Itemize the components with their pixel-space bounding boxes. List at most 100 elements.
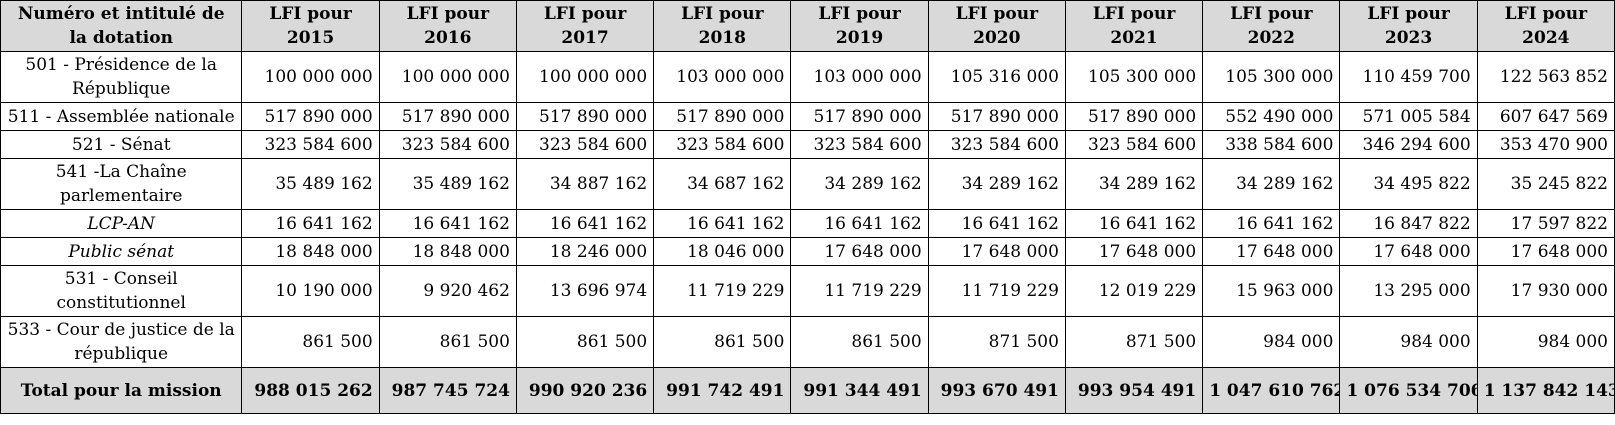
value-cell: 34 687 162 — [653, 158, 792, 210]
value-cell: 13 295 000 — [1339, 265, 1478, 317]
value-cell: 517 890 000 — [653, 102, 792, 131]
value-cell: 871 500 — [1064, 316, 1204, 368]
value-cell: 10 190 000 — [241, 265, 380, 317]
value-cell: 346 294 600 — [1339, 130, 1478, 159]
table-row: 533 - Cour de justice de la république 8… — [0, 316, 1615, 368]
value-cell: 871 500 — [927, 316, 1066, 368]
total-value-cell: 993 670 491 — [927, 367, 1066, 414]
value-cell: 861 500 — [378, 316, 517, 368]
header-cell-2017: LFI pour 2017 — [515, 0, 655, 52]
total-value-cell: 990 920 236 — [515, 367, 655, 414]
value-cell: 323 584 600 — [927, 130, 1066, 159]
header-cell-2019: LFI pour 2019 — [790, 0, 929, 52]
row-label: 531 - Conseil constitutionnel — [0, 265, 243, 317]
value-cell: 571 005 584 — [1339, 102, 1478, 131]
value-cell: 16 641 162 — [1064, 209, 1204, 238]
value-cell: 17 648 000 — [1202, 237, 1341, 266]
total-value-cell: 1 047 610 762 — [1202, 367, 1341, 414]
value-cell: 18 848 000 — [378, 237, 517, 266]
value-cell: 11 719 229 — [653, 265, 792, 317]
total-value-cell: 987 745 724 — [378, 367, 517, 414]
total-row: Total pour la mission 988 015 262 987 74… — [0, 367, 1615, 414]
total-value-cell: 1 076 534 706 — [1339, 367, 1478, 414]
value-cell: 34 887 162 — [515, 158, 655, 210]
value-cell: 984 000 — [1339, 316, 1478, 368]
value-cell: 35 489 162 — [241, 158, 380, 210]
value-cell: 105 300 000 — [1202, 51, 1341, 103]
header-cell-2022: LFI pour 2022 — [1202, 0, 1341, 52]
value-cell: 34 495 822 — [1339, 158, 1478, 210]
value-cell: 34 289 162 — [927, 158, 1066, 210]
value-cell: 103 000 000 — [790, 51, 929, 103]
value-cell: 517 890 000 — [1064, 102, 1204, 131]
value-cell: 122 563 852 — [1476, 51, 1615, 103]
value-cell: 100 000 000 — [241, 51, 380, 103]
header-cell-2020: LFI pour 2020 — [927, 0, 1066, 52]
value-cell: 984 000 — [1202, 316, 1341, 368]
row-label: 501 - Présidence de la République — [0, 51, 243, 103]
value-cell: 861 500 — [790, 316, 929, 368]
header-cell-2024: LFI pour 2024 — [1476, 0, 1615, 52]
value-cell: 323 584 600 — [1064, 130, 1204, 159]
value-cell: 105 316 000 — [927, 51, 1066, 103]
value-cell: 11 719 229 — [927, 265, 1066, 317]
header-cell-dotation: Numéro et intitulé de la dotation — [0, 0, 243, 52]
row-label: Public sénat — [0, 237, 243, 266]
row-label: LCP-AN — [0, 209, 243, 238]
value-cell: 103 000 000 — [653, 51, 792, 103]
value-cell: 984 000 — [1476, 316, 1615, 368]
table-row: 531 - Conseil constitutionnel 10 190 000… — [0, 265, 1615, 317]
value-cell: 861 500 — [515, 316, 655, 368]
total-label: Total pour la mission — [0, 367, 243, 414]
value-cell: 11 719 229 — [790, 265, 929, 317]
header-cell-2023: LFI pour 2023 — [1339, 0, 1478, 52]
header-cell-2021: LFI pour 2021 — [1064, 0, 1204, 52]
total-value-cell: 991 742 491 — [653, 367, 792, 414]
value-cell: 17 597 822 — [1476, 209, 1615, 238]
value-cell: 16 641 162 — [790, 209, 929, 238]
value-cell: 16 641 162 — [927, 209, 1066, 238]
total-value-cell: 993 954 491 — [1064, 367, 1204, 414]
value-cell: 18 046 000 — [653, 237, 792, 266]
value-cell: 18 246 000 — [515, 237, 655, 266]
value-cell: 35 245 822 — [1476, 158, 1615, 210]
value-cell: 18 848 000 — [241, 237, 380, 266]
value-cell: 323 584 600 — [790, 130, 929, 159]
value-cell: 323 584 600 — [378, 130, 517, 159]
value-cell: 861 500 — [241, 316, 380, 368]
value-cell: 100 000 000 — [378, 51, 517, 103]
table-row: 501 - Présidence de la République 100 00… — [0, 51, 1615, 103]
value-cell: 861 500 — [653, 316, 792, 368]
value-cell: 16 641 162 — [653, 209, 792, 238]
value-cell: 13 696 974 — [515, 265, 655, 317]
value-cell: 35 489 162 — [378, 158, 517, 210]
table-row: LCP-AN 16 641 162 16 641 162 16 641 162 … — [0, 209, 1615, 238]
total-value-cell: 1 137 842 143 — [1476, 367, 1615, 414]
header-cell-2016: LFI pour 2016 — [378, 0, 517, 52]
value-cell: 100 000 000 — [515, 51, 655, 103]
value-cell: 16 641 162 — [378, 209, 517, 238]
value-cell: 105 300 000 — [1064, 51, 1204, 103]
value-cell: 517 890 000 — [378, 102, 517, 131]
table-row: 541 -La Chaîne parlementaire 35 489 162 … — [0, 158, 1615, 210]
value-cell: 12 019 229 — [1064, 265, 1204, 317]
value-cell: 17 648 000 — [1339, 237, 1478, 266]
header-row: Numéro et intitulé de la dotation LFI po… — [0, 0, 1615, 52]
table-row: Public sénat 18 848 000 18 848 000 18 24… — [0, 237, 1615, 266]
value-cell: 16 641 162 — [515, 209, 655, 238]
row-label: 541 -La Chaîne parlementaire — [0, 158, 243, 210]
value-cell: 517 890 000 — [927, 102, 1066, 131]
row-label: 521 - Sénat — [0, 130, 243, 159]
value-cell: 34 289 162 — [1064, 158, 1204, 210]
value-cell: 9 920 462 — [378, 265, 517, 317]
value-cell: 338 584 600 — [1202, 130, 1341, 159]
header-cell-2015: LFI pour 2015 — [241, 0, 380, 52]
value-cell: 110 459 700 — [1339, 51, 1478, 103]
header-cell-2018: LFI pour 2018 — [653, 0, 792, 52]
value-cell: 16 641 162 — [241, 209, 380, 238]
row-label: 533 - Cour de justice de la république — [0, 316, 243, 368]
table-row: 521 - Sénat 323 584 600 323 584 600 323 … — [0, 130, 1615, 159]
value-cell: 607 647 569 — [1476, 102, 1615, 131]
value-cell: 15 963 000 — [1202, 265, 1341, 317]
value-cell: 34 289 162 — [1202, 158, 1341, 210]
